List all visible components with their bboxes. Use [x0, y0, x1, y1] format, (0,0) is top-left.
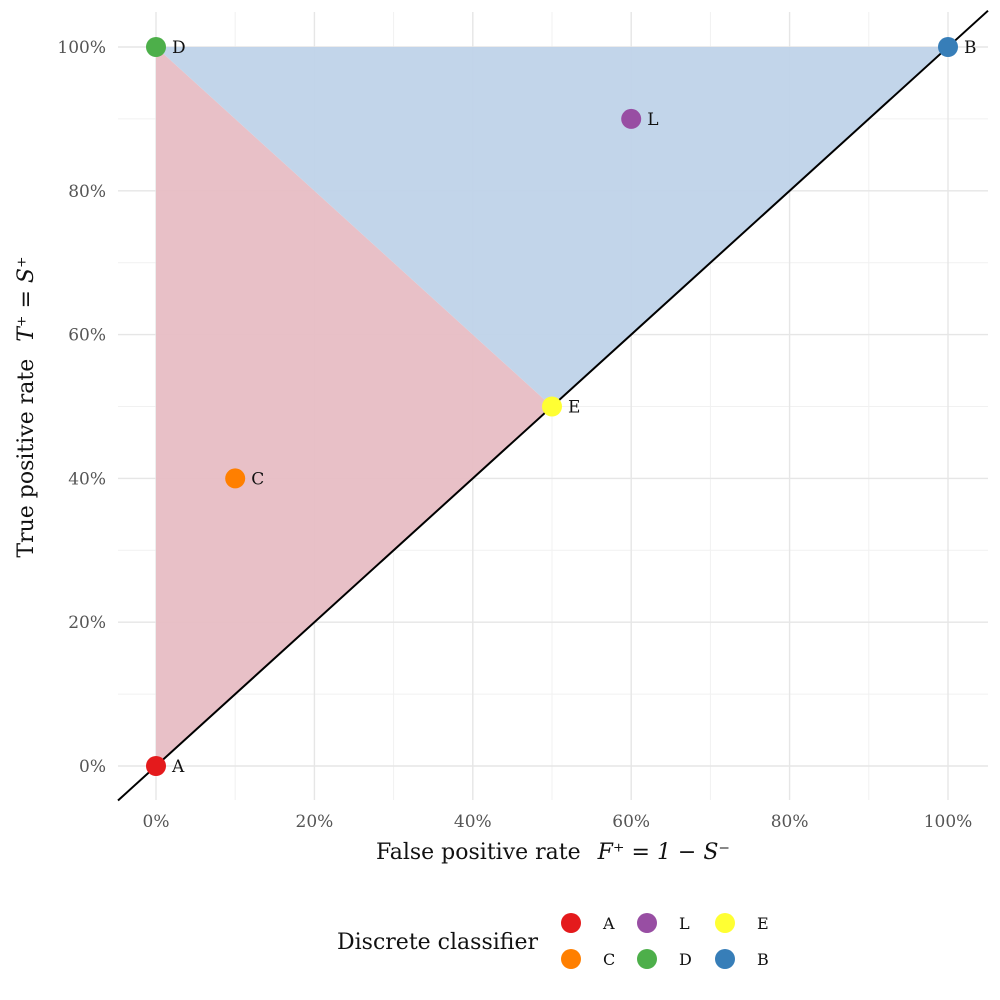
legend-title: Discrete classifier: [337, 930, 538, 955]
x-axis-title-formula: F⁺ = 1 − S⁻: [597, 840, 730, 865]
point-d: [146, 37, 166, 57]
point-b: [938, 37, 958, 57]
legend-key-b: [715, 949, 735, 969]
legend-label-c: C: [603, 950, 615, 969]
legend-key-e: [715, 913, 735, 933]
y-tick-label: 0%: [79, 757, 106, 777]
legend-label-e: E: [757, 914, 769, 933]
x-tick-label: 0%: [143, 812, 170, 832]
y-axis-title-main: True positive rate: [14, 359, 39, 558]
point-label-a: A: [171, 757, 185, 777]
points: A C L D E B: [146, 37, 977, 777]
legend-key-a: [561, 913, 581, 933]
x-axis-title: False positive rate F⁺ = 1 − S⁻: [376, 840, 730, 865]
point-l: [621, 108, 642, 129]
y-tick-label: 100%: [57, 38, 106, 58]
legend-key-l: [637, 913, 657, 933]
point-e: [542, 396, 562, 417]
point-label-b: B: [964, 38, 977, 58]
point-label-d: D: [172, 38, 186, 58]
x-tick-label: 40%: [454, 812, 492, 832]
legend-key-c: [561, 949, 581, 969]
legend-label-b: B: [757, 950, 769, 969]
x-tick-label: 100%: [924, 812, 973, 832]
region-triangle: [156, 47, 948, 407]
point-label-c: C: [251, 469, 264, 489]
x-axis-title-main: False positive rate: [376, 840, 581, 865]
point-label-e: E: [568, 398, 580, 418]
y-axis-title-formula: T⁺ = S⁺: [14, 256, 39, 341]
legend-label-a: A: [602, 914, 615, 933]
legend-label-l: L: [679, 914, 690, 933]
y-tick-label: 20%: [68, 613, 106, 633]
point-label-l: L: [647, 110, 658, 130]
y-axis-title: True positive rate T⁺ = S⁺: [14, 256, 39, 557]
x-tick-label: 20%: [296, 812, 334, 832]
x-tick-label: 60%: [612, 812, 650, 832]
regions: [156, 47, 948, 766]
legend-label-d: D: [679, 950, 692, 969]
y-tick-label: 80%: [68, 182, 106, 202]
region-triangle: [156, 47, 552, 766]
x-tick-label: 80%: [771, 812, 809, 832]
legend: Discrete classifier AC LD EB: [337, 913, 769, 969]
tick-labels: 0% 20% 40% 60% 80% 100% 0% 20% 40% 60% 80% 100%: [57, 38, 972, 832]
y-tick-label: 60%: [68, 326, 106, 346]
y-tick-label: 40%: [68, 469, 106, 489]
point-c: [225, 468, 246, 489]
point-a: [146, 756, 166, 776]
legend-key-d: [637, 949, 657, 969]
